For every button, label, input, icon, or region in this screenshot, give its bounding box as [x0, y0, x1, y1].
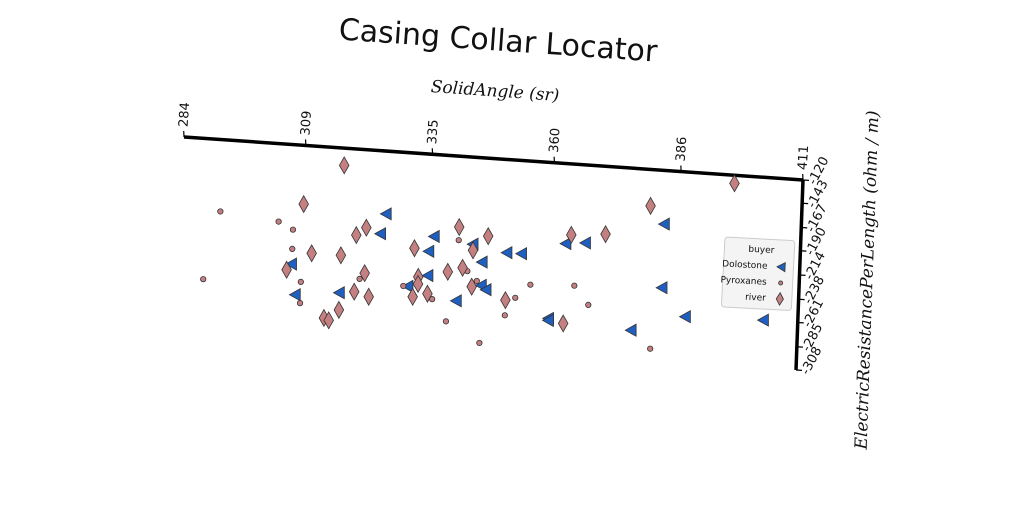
point — [600, 224, 611, 244]
point — [453, 217, 465, 237]
point — [442, 318, 450, 325]
x-axis — [183, 135, 804, 182]
point — [500, 290, 511, 310]
point — [512, 294, 519, 301]
point — [400, 282, 407, 290]
point — [412, 274, 424, 294]
point — [467, 241, 479, 260]
point — [476, 339, 483, 347]
point — [332, 286, 345, 300]
point — [361, 218, 372, 237]
legend-marker — [778, 280, 784, 286]
legend-label: Dolostone — [722, 259, 768, 271]
point — [409, 239, 420, 258]
point — [422, 284, 433, 303]
x-tick-label: 411 — [796, 145, 813, 171]
point — [557, 314, 569, 333]
point — [296, 300, 304, 307]
point — [333, 300, 345, 320]
chart-title: Casing Collar Locator — [338, 12, 659, 69]
legend-title: buyer — [748, 245, 775, 256]
point — [756, 313, 769, 327]
point — [297, 278, 304, 286]
point — [338, 156, 350, 175]
point — [527, 281, 534, 288]
point — [571, 282, 578, 289]
point — [678, 310, 691, 324]
point — [335, 246, 347, 265]
x-tick-label: 386 — [674, 136, 691, 162]
point — [455, 237, 462, 244]
point — [298, 194, 309, 214]
point — [363, 287, 374, 306]
point — [624, 323, 637, 337]
legend-label: river — [745, 293, 767, 304]
point — [351, 225, 362, 245]
point — [473, 277, 480, 285]
point — [457, 258, 468, 278]
point — [647, 345, 654, 352]
point — [514, 247, 527, 261]
point — [559, 236, 572, 251]
x-axis-label: SolidAngle (sr) — [430, 77, 560, 106]
point — [578, 236, 591, 250]
x-tick-label: 309 — [298, 110, 315, 136]
point — [466, 277, 477, 296]
point — [655, 281, 668, 295]
point — [284, 257, 297, 271]
legend-marker — [776, 262, 786, 273]
legend-label: Pyroxanes — [720, 275, 767, 287]
point — [479, 283, 492, 297]
point — [449, 294, 462, 308]
point — [645, 196, 656, 216]
point — [323, 311, 334, 330]
point — [500, 245, 513, 260]
point — [657, 217, 670, 231]
point — [442, 262, 454, 282]
point — [289, 245, 296, 252]
point — [407, 287, 418, 306]
point — [348, 282, 360, 301]
point — [200, 276, 207, 283]
point — [306, 244, 317, 263]
point — [275, 218, 282, 225]
point — [729, 174, 740, 193]
point — [379, 207, 392, 221]
x-tick-label: 335 — [425, 119, 442, 145]
legend-box — [720, 236, 796, 311]
point — [422, 244, 435, 258]
point — [401, 279, 414, 293]
point — [289, 226, 297, 233]
legend-marker — [775, 291, 784, 307]
point — [475, 255, 488, 269]
point — [356, 275, 363, 282]
point — [566, 225, 577, 245]
point — [427, 229, 440, 244]
point — [501, 312, 508, 319]
legend: buyer Dolostone Pyroxanes river — [720, 236, 796, 311]
point — [373, 227, 386, 241]
point — [482, 226, 494, 246]
point — [281, 260, 292, 279]
point — [288, 288, 301, 302]
y-axis-label: ElectricResistancePerLength (ohm / m) — [852, 110, 884, 451]
point — [421, 268, 434, 283]
x-tick-label: 284 — [177, 102, 194, 128]
point — [359, 263, 370, 283]
point — [585, 301, 592, 309]
point — [541, 313, 554, 328]
point — [217, 208, 224, 215]
x-tick-label: 360 — [547, 127, 564, 153]
